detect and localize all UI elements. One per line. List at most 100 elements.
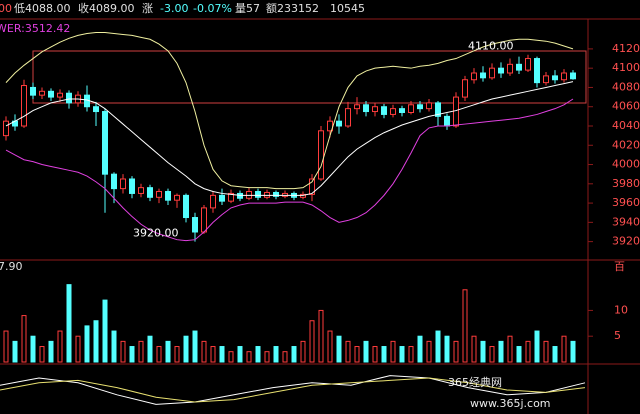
candle-body xyxy=(255,191,261,198)
candle-body xyxy=(93,106,99,113)
candle-body xyxy=(381,106,387,115)
candle-body xyxy=(444,115,450,127)
candle-body xyxy=(21,85,27,127)
band-line xyxy=(5,32,574,190)
volume-bar xyxy=(201,340,207,363)
candle-body xyxy=(471,72,477,81)
volume-bar xyxy=(183,335,189,363)
candle-body xyxy=(30,86,36,96)
band-line xyxy=(5,81,574,196)
range-box xyxy=(32,50,587,104)
header-item: 额233152 xyxy=(266,2,319,15)
volume-bar xyxy=(75,335,81,363)
volume-bar xyxy=(489,346,495,363)
volume-bar xyxy=(39,346,45,363)
header-item: -3.00 xyxy=(160,2,188,15)
header-item: 00 xyxy=(0,2,12,15)
candle-body xyxy=(462,79,468,98)
candle-body xyxy=(111,173,117,190)
volume-bar xyxy=(336,335,342,363)
candle-body xyxy=(102,111,108,175)
y-tick-label: 10 xyxy=(614,303,628,316)
volume-bar xyxy=(435,330,441,363)
annotation: 4110.00 xyxy=(468,40,514,53)
y-tick-label: 4020 xyxy=(612,138,640,151)
header-item: 量57 xyxy=(235,2,260,15)
volume-label: 7.90 xyxy=(0,260,23,273)
candle-body xyxy=(570,72,576,80)
y-tick-label: 3960 xyxy=(612,196,640,209)
candle-body xyxy=(174,194,180,201)
volume-bar xyxy=(390,340,396,363)
volume-bar xyxy=(354,346,360,363)
y-tick-label: 4060 xyxy=(612,100,640,113)
volume-bar xyxy=(255,346,261,363)
volume-bar xyxy=(480,340,486,363)
volume-bar xyxy=(543,340,549,363)
candle-body xyxy=(525,58,531,71)
volume-bar xyxy=(408,346,414,363)
candle-body xyxy=(363,104,369,113)
volume-bar xyxy=(381,346,387,363)
y-tick-label: 3980 xyxy=(612,177,640,190)
indicator-label: WER:3512.42 xyxy=(0,22,70,35)
volume-bar xyxy=(174,346,180,363)
volume-bar xyxy=(219,346,225,363)
volume-bar xyxy=(21,315,27,363)
volume-bar xyxy=(525,340,531,363)
volume-bar xyxy=(237,346,243,363)
volume-bar xyxy=(210,346,216,363)
candle-body xyxy=(399,108,405,114)
volume-bar xyxy=(246,351,252,363)
candle-body xyxy=(66,92,72,104)
candle-body xyxy=(435,102,441,117)
y-tick-label: 4000 xyxy=(612,158,640,171)
candle-body xyxy=(192,217,198,233)
candle-body xyxy=(336,120,342,127)
volume-bar xyxy=(57,330,63,363)
candle-body xyxy=(354,104,360,110)
volume-bar xyxy=(318,309,324,363)
volume-bar xyxy=(462,289,468,363)
candle-body xyxy=(534,58,540,84)
macd-line xyxy=(0,375,586,405)
candle-body xyxy=(165,191,171,201)
volume-bar xyxy=(309,320,315,363)
candle-body xyxy=(309,178,315,195)
candle-body xyxy=(561,72,567,81)
volume-bar xyxy=(363,340,369,363)
volume-bar xyxy=(300,340,306,363)
y-tick-label: 3920 xyxy=(612,235,640,248)
volume-bar xyxy=(3,330,9,363)
header-item: -0.07% xyxy=(193,2,232,15)
volume-bar xyxy=(165,340,171,363)
header-item: 10545 xyxy=(330,2,365,15)
volume-bar xyxy=(372,346,378,363)
candle-body xyxy=(408,104,414,114)
candle-body xyxy=(147,187,153,198)
volume-bar xyxy=(93,320,99,363)
header-item: 收4089.00 xyxy=(78,1,135,15)
volume-bar xyxy=(561,335,567,363)
volume-bar xyxy=(66,284,72,363)
candle-body xyxy=(228,192,234,202)
band-line xyxy=(5,98,574,242)
volume-bar xyxy=(345,340,351,363)
candle-body xyxy=(417,104,423,110)
volume-bar xyxy=(48,340,54,363)
volume-bar xyxy=(399,346,405,363)
candle-body xyxy=(552,75,558,81)
candle-body xyxy=(39,90,45,96)
volume-bar xyxy=(282,351,288,363)
candle-body xyxy=(390,108,396,115)
volume-bar xyxy=(453,340,459,363)
candle-body xyxy=(507,63,513,74)
volume-bar xyxy=(417,335,423,363)
candle-body xyxy=(129,178,135,194)
candle-body xyxy=(345,108,351,127)
candle-body xyxy=(453,96,459,127)
volume-unit: 百 xyxy=(614,260,625,273)
volume-bar xyxy=(552,346,558,363)
candle-body xyxy=(48,90,54,98)
y-tick-label: 4080 xyxy=(612,80,640,93)
